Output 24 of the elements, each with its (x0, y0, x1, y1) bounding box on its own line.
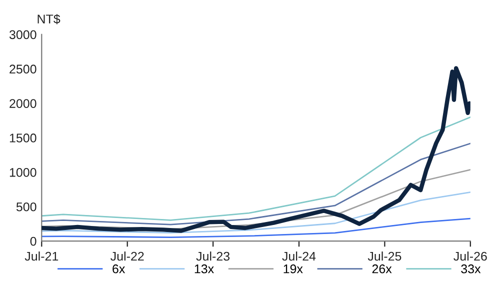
y-tick-label: 2500 (10, 64, 36, 74)
legend-label: 13x (194, 264, 214, 274)
x-tick-label: Jul-22 (110, 251, 144, 261)
legend-label: 6x (112, 264, 126, 274)
x-tick-label: Jul-24 (282, 251, 316, 261)
y-axis-title: NT$ (38, 14, 60, 24)
line-series (42, 192, 470, 234)
legend-label: 26x (372, 264, 392, 274)
line-series (42, 116, 470, 221)
y-tick-label: 500 (16, 202, 36, 212)
y-tick-label: 0 (30, 236, 36, 246)
line-series (42, 66, 470, 233)
x-tick-label: Jul-23 (196, 251, 230, 261)
legend-label: 33x (461, 264, 481, 274)
y-tick-label: 1000 (10, 168, 36, 177)
line-series (42, 142, 470, 226)
y-tick-label: 2000 (10, 99, 36, 108)
line-series (42, 218, 470, 238)
y-tick-label: 1500 (10, 134, 36, 142)
x-tick-label: Jul-26 (454, 251, 487, 261)
x-tick-label: Jul-25 (368, 251, 402, 261)
y-tick-label: 3000 (9, 30, 36, 40)
legend-label: 19x (284, 264, 303, 274)
x-tick-label: Jul-21 (24, 251, 58, 261)
